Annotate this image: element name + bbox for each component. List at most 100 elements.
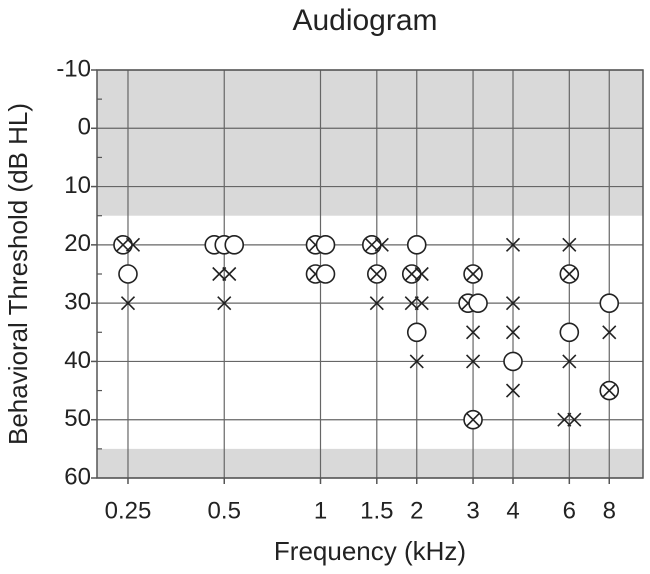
marker-cross [369,266,384,282]
marker-cross [222,266,237,282]
marker-cross [567,412,582,427]
y-tick-label: 60 [64,463,91,490]
y-tick-label: 20 [64,230,91,257]
x-tick-label: 0.25 [105,497,152,524]
marker-circle-cross [463,264,483,284]
marker-circle-cross [401,264,422,284]
plot-frame [96,69,644,479]
marker-circle [315,264,336,284]
marker-cross [369,296,384,311]
marker-cross [217,296,232,311]
marker-circle [406,322,427,343]
marker-circle [468,293,488,313]
marker-cross [125,237,141,252]
marker-cross [120,296,136,311]
marker-circle [118,264,138,284]
marker-cross [409,354,424,369]
marker-circle-cross [113,235,133,255]
marker-cross [562,266,577,282]
marker-cross [562,237,577,252]
marker-cross [465,412,481,427]
marker-cross [557,412,572,427]
marker-cross [212,266,227,282]
marker-cross [125,237,141,252]
marker-cross [505,325,521,340]
marker-circle [503,351,523,372]
marker-cross [505,237,521,252]
marker-circle [468,293,488,313]
shaded-range [97,70,643,216]
marker-cross [505,296,521,311]
marker-circle [406,235,427,255]
y-tick-label: -10 [56,55,91,82]
marker-cross [562,354,577,369]
marker-cross [465,325,481,340]
marker-cross [414,266,429,282]
y-tick-label: 10 [64,172,91,199]
marker-circle-cross [559,264,580,284]
y-axis-label: Behavioral Threshold (dB HL) [3,103,33,445]
chart-title: Audiogram [292,4,437,37]
y-tick-label: 50 [64,405,91,432]
marker-cross [374,237,389,252]
marker-cross [505,237,521,252]
marker-circle [315,235,336,255]
marker-cross [465,354,481,369]
x-tick-label: 8 [603,497,616,524]
marker-cross [115,237,131,252]
marker-circle [224,235,245,255]
marker-cross [217,296,232,311]
marker-cross [602,325,617,340]
x-tick-label: 0.5 [208,497,241,524]
x-tick-label: 6 [563,497,576,524]
marker-cross [404,266,419,282]
marker-cross [222,266,237,282]
x-axis-label: Frequency (kHz) [274,536,466,566]
marker-cross [212,266,227,282]
marker-circle [315,264,336,284]
y-tick-label: 0 [78,114,91,141]
marker-circle [559,322,580,343]
marker-cross [505,296,521,311]
marker-circle [406,235,427,255]
marker-cross [505,383,521,398]
x-tick-label: 1.5 [360,497,393,524]
marker-circle [599,293,620,313]
marker-circle [599,293,620,313]
x-tick-label: 3 [466,497,479,524]
marker-circle [503,351,523,372]
marker-cross [505,383,521,398]
shaded-range [97,448,643,478]
marker-cross [465,325,481,340]
marker-circle-cross [362,235,382,255]
marker-cross [465,354,481,369]
y-tick-label: 40 [64,347,91,374]
marker-cross [409,354,424,369]
marker-cross [404,296,419,311]
marker-cross [465,266,481,282]
marker-cross [602,325,617,340]
x-tick-label: 2 [410,497,423,524]
x-tick-label: 4 [506,497,519,524]
marker-circle [559,322,580,343]
marker-circle [118,264,138,284]
marker-cross [120,296,136,311]
marker-cross [364,237,379,252]
y-tick-label: 30 [64,288,91,315]
marker-cross [374,237,389,252]
marker-cross [557,412,572,427]
marker-circle-cross [367,264,387,284]
marker-cross [562,354,577,369]
marker-cross [369,296,384,311]
marker-cross [505,325,521,340]
marker-cross [414,266,429,282]
marker-cross [562,237,577,252]
x-tick-label: 1 [314,497,327,524]
marker-circle-cross [463,409,483,430]
marker-cross [567,412,582,427]
marker-cross [414,296,429,311]
marker-circle [224,235,245,255]
marker-cross [602,383,617,398]
marker-circle-cross [599,380,620,401]
